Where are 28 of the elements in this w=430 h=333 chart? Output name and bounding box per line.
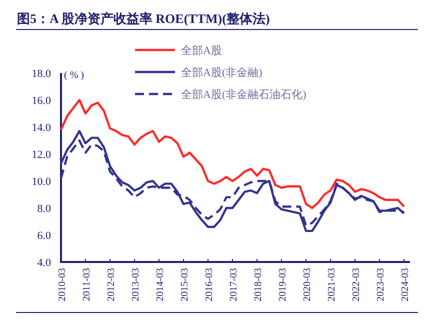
- y-tick-label: 16.0: [32, 95, 52, 107]
- title: 图5：A 股净资产收益率 ROE(TTM)(整体法): [17, 11, 270, 26]
- x-tick-label: 2011-03: [82, 268, 92, 301]
- x-tick-label: 2017-03: [228, 268, 240, 302]
- y-tick-label: 4.0: [37, 257, 52, 269]
- x-tick-label: 2023-03: [376, 268, 386, 302]
- x-tick-label: 2021-03: [326, 268, 338, 302]
- legend-label: 全部A股(非金融石油石化): [181, 88, 307, 101]
- y-tick-label: 14.0: [32, 122, 52, 134]
- x-tick-label: 2014-03: [155, 268, 166, 302]
- x-tick-label: 2019-03: [278, 268, 288, 302]
- y-tick-label: 8.0: [37, 203, 52, 215]
- legend-label: 全部A股(非金融): [181, 66, 263, 79]
- x-tick-label: 2013-03: [130, 268, 142, 302]
- legend-label: 全部A股: [181, 44, 222, 57]
- x-tick-label: 2015-03: [180, 268, 190, 302]
- x-tick-label: 2012-03: [106, 268, 117, 302]
- x-tick-label: 2018-03: [253, 268, 264, 302]
- x-tick-label: 2020-03: [302, 268, 313, 302]
- x-tick-label: 2022-03: [351, 268, 362, 302]
- x-tick-label: 2016-03: [204, 268, 215, 302]
- ylabel: ( % ): [64, 70, 84, 81]
- y-tick-label: 6.0: [37, 230, 52, 242]
- y-tick-label: 10.0: [32, 176, 52, 188]
- y-tick-label: 18.0: [32, 68, 52, 80]
- x-tick-label: 2024-03: [400, 268, 411, 302]
- x-tick-label: 2010-03: [57, 268, 68, 302]
- y-tick-label: 12.0: [32, 149, 52, 161]
